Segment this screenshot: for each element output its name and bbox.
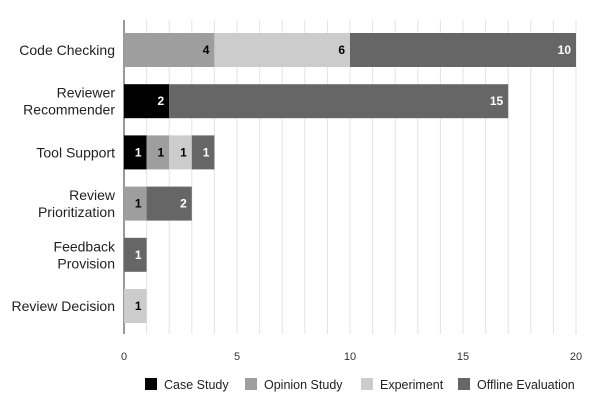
legend-swatch <box>458 378 470 390</box>
bar-segment <box>124 186 147 221</box>
data-label: 1 <box>135 197 142 211</box>
category-labels: Code Checking Reviewer Recommender Tool Sup… <box>12 42 116 314</box>
data-label: 15 <box>490 94 504 108</box>
bar-segment <box>214 33 350 67</box>
bar-segment <box>146 186 192 221</box>
category-label: Tool Support <box>36 144 115 160</box>
data-label: 1 <box>135 145 142 159</box>
category-label: Reviewer Recommender <box>23 85 115 118</box>
x-tick-label: 15 <box>457 351 469 363</box>
data-label: 6 <box>338 43 345 57</box>
data-label: 2 <box>158 94 165 108</box>
legend: Case Study Opinion Study Experiment Offline… <box>145 378 575 392</box>
bar-segment <box>350 33 576 67</box>
x-tick-label: 5 <box>234 351 240 363</box>
x-tick-label: 10 <box>344 351 356 363</box>
x-axis-tick-labels: 0 5 10 15 20 <box>121 351 582 363</box>
category-label: Code Checking <box>19 42 115 58</box>
legend-label: Offline Evaluation <box>477 378 575 392</box>
bar-segment <box>146 135 170 170</box>
bar-segment <box>124 135 147 170</box>
data-labels: 4 6 10 2 15 1 1 1 1 1 2 1 1 <box>135 43 571 313</box>
bar-segment <box>169 84 509 119</box>
data-label: 1 <box>158 145 165 159</box>
bar-segment <box>169 135 192 170</box>
category-label: Feedback Provision <box>54 238 116 271</box>
legend-swatch <box>361 378 373 390</box>
data-label: 10 <box>558 43 572 57</box>
bar-segment <box>124 84 170 119</box>
category-label: Review Prioritization <box>38 187 116 220</box>
legend-label: Experiment <box>380 378 444 392</box>
data-label: 4 <box>203 43 210 57</box>
x-tick-label: 0 <box>121 351 127 363</box>
bar-segment <box>124 289 147 323</box>
data-label: 2 <box>180 197 187 211</box>
legend-label: Case Study <box>164 378 229 392</box>
bar-segment <box>124 237 147 272</box>
data-label: 1 <box>180 145 187 159</box>
legend-swatch <box>245 378 257 390</box>
data-label: 1 <box>203 145 210 159</box>
bar-segment <box>191 135 215 170</box>
legend-label: Opinion Study <box>264 378 343 392</box>
bars <box>124 33 576 323</box>
legend-swatch <box>145 378 157 390</box>
bar-segment <box>124 33 215 67</box>
category-label: Review Decision <box>12 298 115 314</box>
data-label: 1 <box>135 248 142 262</box>
data-label: 1 <box>135 299 142 313</box>
x-tick-label: 20 <box>570 351 582 363</box>
grid-lines <box>123 20 577 334</box>
